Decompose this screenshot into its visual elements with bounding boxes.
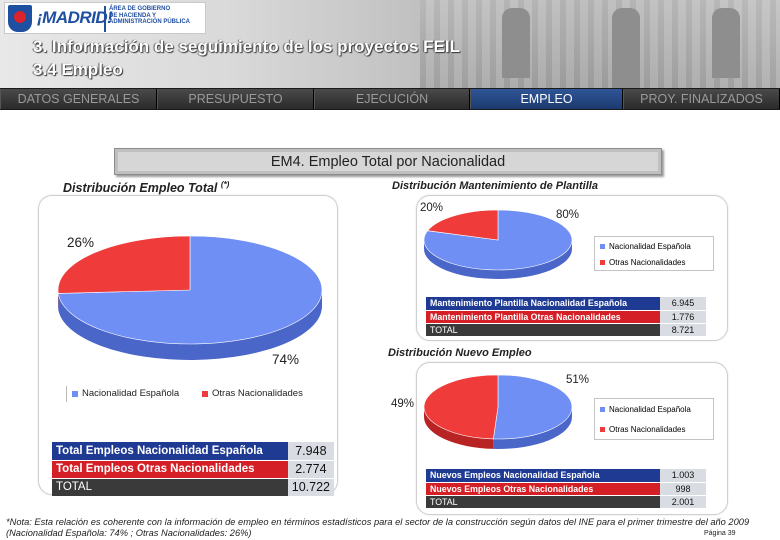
logo-area-line: ÁREA DE GOBIERNO [109,6,171,12]
legend-label: Otras Nacionalidades [212,388,303,399]
tab-datos-generales[interactable]: DATOS GENERALES [0,89,157,109]
madrid-shield-icon [8,5,32,32]
pie-slice-otras [427,209,499,241]
table-row: TOTAL 2.001 [426,495,706,509]
header-tower-shape [712,8,740,78]
pie-side-espanola [58,290,323,361]
pie-label-espanola: 51% [566,374,590,386]
legend-swatch-red [600,260,605,265]
pie-side-espanola [424,240,572,279]
right-bottom-chart-subtitle: Distribución Nuevo Empleo [388,347,532,359]
table-cell-value: 10.722 [287,478,334,497]
logo-area-line: ADMINISTRACIÓN PÚBLICA [109,19,190,26]
table-cell-label: Total Empleos Otras Nacionalidades [52,460,288,479]
table-row: Mantenimiento Plantilla Nacionalidad Esp… [426,297,706,311]
pie-label-otras: 20% [420,202,444,214]
pie-slice-otras [57,235,191,294]
legend-item-espanola: Nacionalidad Española [72,388,179,399]
pie-slice-otras [423,374,499,440]
table-row: Mantenimiento Plantilla Otras Nacionalid… [426,310,706,324]
table-cell-value: 1.003 [660,469,706,483]
pie-chart-nuevo-empleo [423,374,573,449]
table-cell-value: 998 [660,482,706,496]
right-top-chart-subtitle: Distribución Mantenimiento de Plantilla [392,180,598,192]
table-cell-label: TOTAL [426,495,660,509]
table-cell-label: TOTAL [426,323,660,337]
right-top-table: Mantenimiento Plantilla Nacionalidad Esp… [426,297,706,337]
tab-proy-finalizados[interactable]: PROY. FINALIZADOS [623,89,780,109]
page-subtitle: 3.4 Empleo [33,60,123,79]
table-cell-label: Mantenimiento Plantilla Nacionalidad Esp… [426,297,660,311]
section-title: EM4. Empleo Total por Nacionalidad [270,154,506,170]
pie-slice-espanola [493,374,573,440]
pie-label-otras: 49% [391,398,415,410]
table-row: Total Empleos Otras Nacionalidades 2.774 [52,460,334,479]
footnote: *Nota: Esta relación es coherente con la… [6,517,750,538]
legend-item-otras: Otras Nacionalidades [600,258,685,267]
legend-item-otras: Otras Nacionalidades [600,425,685,434]
legend-label: Otras Nacionalidades [609,425,686,434]
legend-swatch-red [600,427,605,432]
logo-area-line: DE HACIENDA Y [109,12,157,19]
tab-ejecucion[interactable]: EJECUCIÓN [314,89,470,109]
table-cell-value: 1.776 [660,310,706,324]
table-cell-label: TOTAL [52,478,288,497]
legend-item-otras: Otras Nacionalidades [202,388,303,399]
madrid-logo: ¡MADRID! ÁREA DE GOBIERNO DE HACIENDA Y … [4,2,206,34]
legend-label: Nacionalidad Española [82,388,180,399]
table-row: TOTAL 10.722 [52,478,334,497]
right-bottom-legend: Nacionalidad Española Otras Nacionalidad… [594,398,714,440]
legend-item-espanola: Nacionalidad Española [600,242,691,251]
header-tower-shape [502,8,530,78]
table-row: TOTAL 8.721 [426,323,706,337]
logo-area-text: ÁREA DE GOBIERNO DE HACIENDA Y ADMINISTR… [109,6,205,26]
right-bottom-table: Nuevos Empleos Nacionalidad Española 1.0… [426,469,706,509]
pie-chart-total [57,235,323,361]
tab-presupuesto[interactable]: PRESUPUESTO [157,89,314,109]
table-cell-label: Nuevos Empleos Otras Nacionalidades [426,482,660,496]
pie-label-otras: 26% [67,235,95,250]
legend-divider [66,386,67,402]
legend-swatch-blue [72,390,78,397]
pie-chart-mantenimiento [423,209,573,279]
logo-separator [104,6,106,32]
table-cell-value: 6.945 [660,297,706,311]
logo-text: ¡MADRID! [37,8,113,27]
legend-swatch-blue [600,244,605,249]
table-row: Nuevos Empleos Nacionalidad Española 1.0… [426,469,706,483]
legend-label: Nacionalidad Española [609,405,691,414]
right-top-legend: Nacionalidad Española Otras Nacionalidad… [594,236,714,271]
table-cell-label: Mantenimiento Plantilla Otras Nacionalid… [426,310,660,324]
footnote-mark: (*) [220,180,230,189]
table-cell-value: 2.001 [660,495,706,509]
left-summary-table: Total Empleos Nacionalidad Española 7.94… [52,442,334,497]
legend-swatch-blue [600,407,605,412]
table-cell-label: Nuevos Empleos Nacionalidad Española [426,469,660,483]
header-tower-shape [612,8,640,88]
pie-side-otras [424,407,494,449]
table-cell-value: 8.721 [660,323,706,337]
legend-label: Otras Nacionalidades [609,258,686,267]
table-cell-label: Total Empleos Nacionalidad Española [52,442,288,461]
left-chart-subtitle-text: Distribución Empleo Total [63,181,218,196]
page-title: 3. Información de seguimiento de los pro… [33,37,460,56]
nav-tabs: DATOS GENERALES PRESUPUESTO EJECUCIÓN EM… [0,88,780,110]
section-title-bar: EM4. Empleo Total por Nacionalidad [114,148,662,175]
page-number: Página 39 [704,530,736,537]
left-chart-subtitle: Distribución Empleo Total (*) [63,180,229,195]
table-cell-value: 7.948 [287,442,334,461]
table-cell-value: 2.774 [287,460,334,479]
pie-label-espanola: 74% [272,352,300,367]
table-row: Total Empleos Nacionalidad Española 7.94… [52,442,334,461]
tab-empleo[interactable]: EMPLEO [470,89,623,109]
header-banner: ¡MADRID! ÁREA DE GOBIERNO DE HACIENDA Y … [0,0,780,88]
table-row: Nuevos Empleos Otras Nacionalidades 998 [426,482,706,496]
legend-item-espanola: Nacionalidad Española [600,405,691,414]
legend-label: Nacionalidad Española [609,242,691,251]
pie-label-espanola: 80% [556,209,580,221]
legend-swatch-red [202,390,208,397]
